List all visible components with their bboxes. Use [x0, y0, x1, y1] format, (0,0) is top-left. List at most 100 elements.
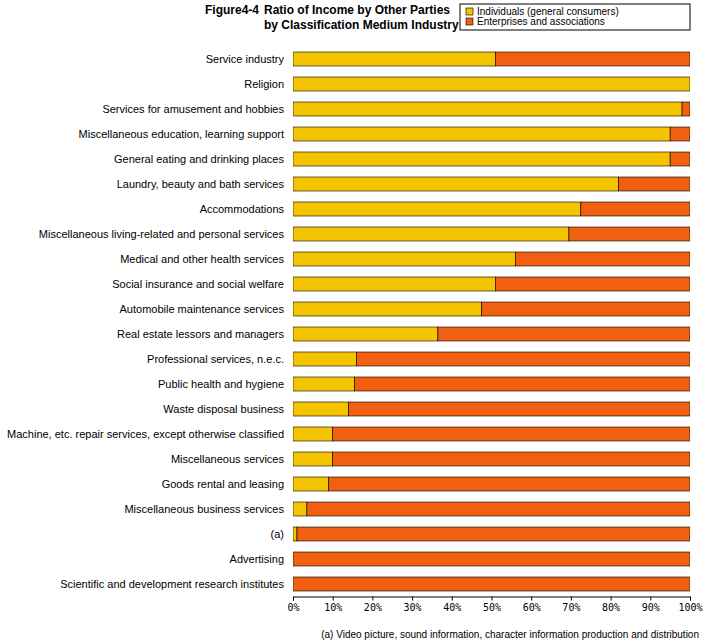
bar-segment: [333, 427, 690, 441]
category-label: Religion: [244, 78, 284, 90]
category-label: Miscellaneous business services: [124, 503, 284, 515]
bar-segment: [293, 352, 357, 366]
bar-segment: [297, 527, 690, 541]
bar-segment: [495, 277, 690, 291]
bar-segment: [357, 352, 690, 366]
tick-label: 10%: [324, 602, 342, 613]
legend-box: [460, 4, 690, 30]
bar-segment: [293, 52, 495, 66]
category-label: Goods rental and leasing: [162, 478, 284, 490]
tick-label: 100%: [678, 602, 702, 613]
category-label: Miscellaneous services: [171, 453, 285, 465]
category-label: Social insurance and social welfare: [112, 278, 284, 290]
bar-segment: [293, 377, 355, 391]
bar-segment: [482, 302, 690, 316]
tick-mark: [690, 597, 691, 601]
tick: Social insurance and social welfare: [112, 278, 293, 290]
tick-label: 30%: [404, 602, 422, 613]
bar-segment: [690, 77, 691, 91]
bar-segment: [293, 552, 690, 566]
tick: Accommodations: [200, 203, 293, 215]
tick: Automobile maintenance services: [120, 303, 293, 315]
tick: 30%: [404, 597, 422, 613]
bar-segment: [293, 77, 690, 91]
tick: 20%: [364, 597, 382, 613]
legend-label: Enterprises and associations: [477, 16, 605, 27]
tick: Goods rental and leasing: [162, 478, 293, 490]
tick: (a): [271, 528, 293, 540]
category-label: General eating and drinking places: [114, 153, 285, 165]
bar-segment: [438, 327, 690, 341]
tick-mark: [492, 597, 493, 601]
legend: Individuals (general consumers)Enterpris…: [460, 4, 690, 30]
tick: 70%: [562, 597, 580, 613]
tick-label: 0%: [287, 602, 299, 613]
tick: Public health and hygiene: [158, 378, 293, 390]
bar-segment: [293, 127, 670, 141]
category-label: (a): [271, 528, 284, 540]
bar-segment: [670, 127, 690, 141]
bar-segment: [293, 502, 307, 516]
bar-segment: [293, 177, 619, 191]
tick: Service industry: [206, 53, 293, 65]
tick: 10%: [324, 597, 342, 613]
bar-segment: [293, 577, 690, 591]
bar-segment: [619, 177, 690, 191]
tick: Real estate lessors and managers: [117, 328, 293, 340]
category-label: Advertising: [230, 553, 284, 565]
category-label: Scientific and development research inst…: [60, 578, 284, 590]
bar-segment: [293, 102, 682, 116]
category-label: Professional services, n.e.c.: [147, 353, 284, 365]
tick: 80%: [602, 597, 620, 613]
legend-swatch: [466, 18, 473, 25]
legend-swatch: [466, 8, 473, 15]
bar-segment: [293, 527, 297, 541]
tick-label: 90%: [642, 602, 660, 613]
bar-segment: [293, 227, 569, 241]
y-axis: Service industry Religion Services for amu…: [7, 47, 293, 597]
category-label: Service industry: [206, 53, 285, 65]
tick: Miscellaneous living-related and persona…: [39, 228, 293, 240]
tick-label: 20%: [364, 602, 382, 613]
bar-segment: [355, 377, 690, 391]
tick-label: 60%: [523, 602, 541, 613]
category-label: Automobile maintenance services: [120, 303, 285, 315]
tick-mark: [571, 597, 572, 601]
bar-segment: [670, 152, 690, 166]
category-label: Real estate lessors and managers: [117, 328, 284, 340]
subtitle: Ratio of Income by Other Parties: [264, 3, 450, 17]
bar-segment: [329, 477, 690, 491]
tick: Religion: [244, 78, 293, 90]
tick: Miscellaneous services: [171, 453, 293, 465]
tick-mark: [333, 597, 334, 601]
tick-mark: [372, 597, 373, 601]
category-label: Laundry, beauty and bath services: [117, 178, 285, 190]
tick: 0%: [287, 597, 299, 613]
tick: Services for amusement and hobbies: [102, 103, 293, 115]
tick: Miscellaneous business services: [124, 503, 293, 515]
tick-mark: [412, 597, 413, 601]
tick-mark: [650, 597, 651, 601]
tick: 50%: [483, 597, 501, 613]
category-label: Public health and hygiene: [158, 378, 284, 390]
category-label: Waste disposal business: [163, 403, 284, 415]
category-label: Services for amusement and hobbies: [102, 103, 284, 115]
category-label: Miscellaneous education, learning suppor…: [79, 128, 284, 140]
tick: Miscellaneous education, learning suppor…: [79, 128, 293, 140]
bar-segment: [293, 202, 581, 216]
bar-segment: [293, 277, 495, 291]
bar-segment: [293, 252, 515, 266]
category-label: Machine, etc. repair services, except ot…: [7, 428, 284, 440]
tick: 90%: [642, 597, 660, 613]
tick-mark: [531, 597, 532, 601]
tick: 100%: [678, 597, 702, 613]
title: Figure4-4: [205, 3, 259, 17]
bar-segment: [293, 477, 329, 491]
tick: Waste disposal business: [163, 403, 293, 415]
bar-segment: [682, 102, 690, 116]
tick: Medical and other health services: [120, 253, 293, 265]
bar-segment: [307, 502, 690, 516]
category-label: Medical and other health services: [120, 253, 284, 265]
category-label: Accommodations: [200, 203, 285, 215]
bar-segment: [581, 202, 690, 216]
